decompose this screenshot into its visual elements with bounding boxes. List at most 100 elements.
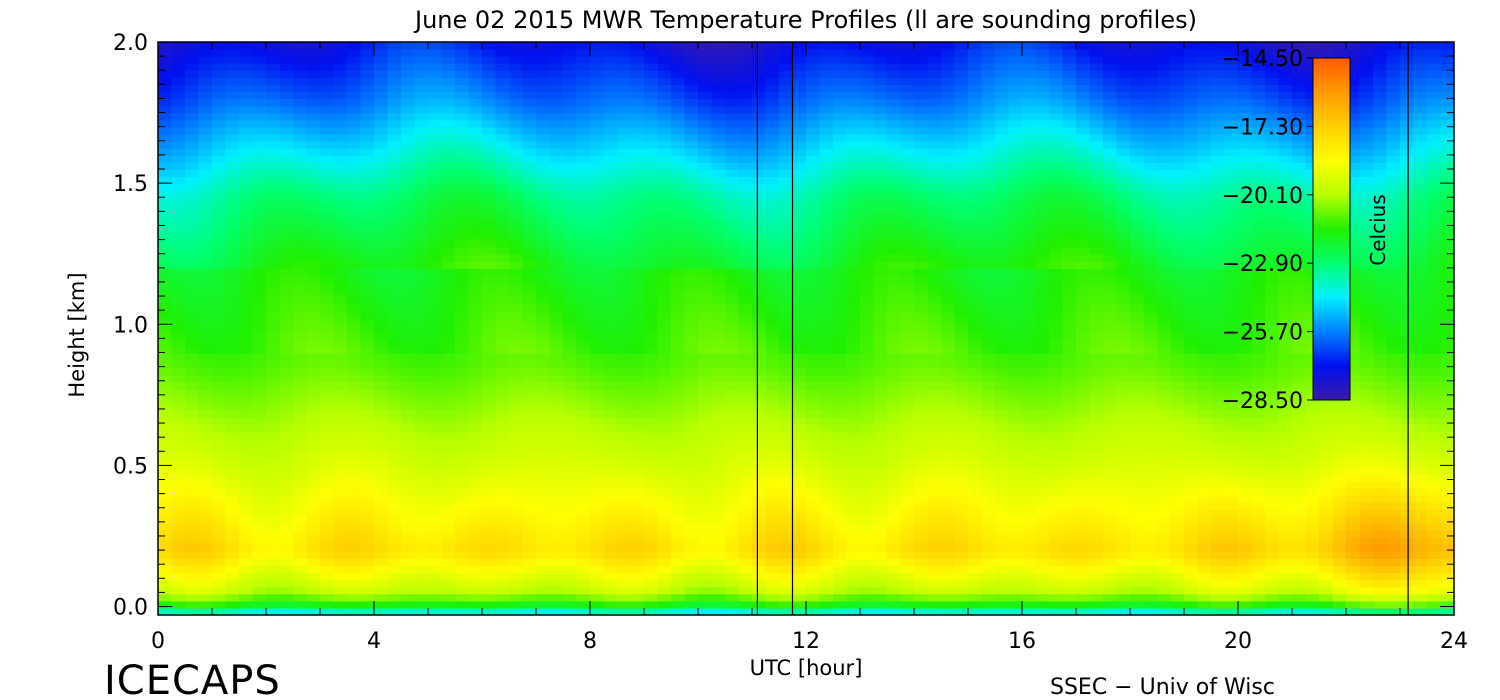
heatmap-cell (765, 367, 780, 376)
heatmap-cell (954, 49, 969, 57)
heatmap-cell (765, 452, 780, 460)
heatmap-cell (873, 515, 888, 524)
heatmap-cell (873, 388, 888, 397)
heatmap-cell (509, 424, 524, 432)
heatmap-cell (657, 346, 672, 354)
heatmap-cell (306, 275, 321, 284)
heatmap-cell (617, 459, 632, 468)
heatmap-cell (374, 558, 389, 567)
heatmap-cell (549, 126, 564, 135)
heatmap-cell (725, 42, 740, 50)
heatmap-cell (752, 98, 767, 107)
heatmap-cell (347, 607, 362, 615)
heatmap-cell (279, 431, 294, 439)
heatmap-cell (846, 261, 861, 269)
heatmap-cell (428, 56, 443, 64)
heatmap-cell (927, 402, 942, 411)
heatmap-cell (414, 119, 429, 128)
heatmap-cell (509, 445, 524, 453)
heatmap-cell (522, 572, 537, 581)
heatmap-cell (441, 176, 456, 185)
heatmap-cell (630, 515, 645, 524)
heatmap-cell (387, 247, 402, 255)
heatmap-cell (806, 346, 821, 354)
heatmap-cell (536, 346, 551, 354)
heatmap-cell (698, 148, 713, 156)
heatmap-cell (441, 480, 456, 489)
heatmap-cell (900, 523, 915, 531)
heatmap-cell (900, 91, 915, 100)
heatmap-cell (617, 487, 632, 496)
heatmap-cell (617, 183, 632, 192)
heatmap-cell (698, 303, 713, 312)
heatmap-cell (617, 105, 632, 114)
heatmap-cell (252, 176, 267, 185)
heatmap-cell (374, 409, 389, 418)
heatmap-cell (630, 112, 645, 121)
heatmap-cell (333, 148, 348, 156)
heatmap-cell (468, 607, 483, 615)
heatmap-cell (873, 310, 888, 319)
heatmap-cell (765, 233, 780, 241)
heatmap-cell (590, 523, 605, 531)
heatmap-cell (279, 190, 294, 199)
heatmap-cell (414, 487, 429, 496)
heatmap-cell (522, 339, 537, 347)
heatmap-cell (428, 572, 443, 581)
heatmap-cell (333, 98, 348, 107)
heatmap-cell (549, 431, 564, 439)
heatmap-cell (428, 84, 443, 93)
heatmap-cell (603, 91, 618, 100)
heatmap-cell (711, 395, 726, 404)
heatmap-cell (887, 42, 902, 50)
heatmap-cell (887, 310, 902, 319)
heatmap-cell (401, 508, 416, 517)
heatmap-cell (617, 515, 632, 524)
heatmap-cell (509, 155, 524, 163)
heatmap-cell (806, 445, 821, 453)
heatmap-cell (684, 544, 699, 552)
heatmap-cell (806, 607, 821, 615)
heatmap-cell (468, 445, 483, 453)
heatmap-cell (819, 388, 834, 397)
heatmap-cell (846, 579, 861, 588)
heatmap-cell (954, 395, 969, 404)
heatmap-cell (873, 148, 888, 156)
heatmap-cell (738, 204, 753, 213)
heatmap-cell (347, 409, 362, 418)
heatmap-cell (522, 56, 537, 64)
heatmap-cell (657, 303, 672, 312)
heatmap-cell (603, 501, 618, 510)
heatmap-cell (792, 105, 807, 114)
heatmap-cell (954, 268, 969, 277)
heatmap-cell (198, 310, 213, 319)
heatmap-cell (630, 133, 645, 142)
heatmap-cell (414, 346, 429, 354)
heatmap-cell (401, 204, 416, 213)
heatmap-cell (644, 530, 659, 538)
heatmap-cell (738, 240, 753, 248)
heatmap-cell (239, 70, 254, 78)
heatmap-cell (819, 494, 834, 503)
heatmap-cell (833, 162, 848, 170)
heatmap-cell (441, 275, 456, 284)
heatmap-cell (495, 332, 510, 340)
heatmap-cell (468, 211, 483, 220)
heatmap-cell (252, 105, 267, 114)
heatmap-cell (495, 254, 510, 262)
heatmap-cell (279, 501, 294, 510)
heatmap-cell (954, 466, 969, 475)
heatmap-cell (374, 402, 389, 411)
heatmap-cell (401, 332, 416, 340)
heatmap-cell (306, 141, 321, 149)
heatmap-cell (725, 289, 740, 298)
heatmap-cell (806, 261, 821, 269)
heatmap-cell (374, 508, 389, 517)
heatmap-cell (900, 346, 915, 354)
heatmap-cell (428, 537, 443, 545)
heatmap-cell (239, 353, 254, 361)
heatmap-cell (819, 91, 834, 100)
heatmap-cell (603, 607, 618, 615)
heatmap-cell (873, 565, 888, 574)
heatmap-cell (738, 593, 753, 602)
